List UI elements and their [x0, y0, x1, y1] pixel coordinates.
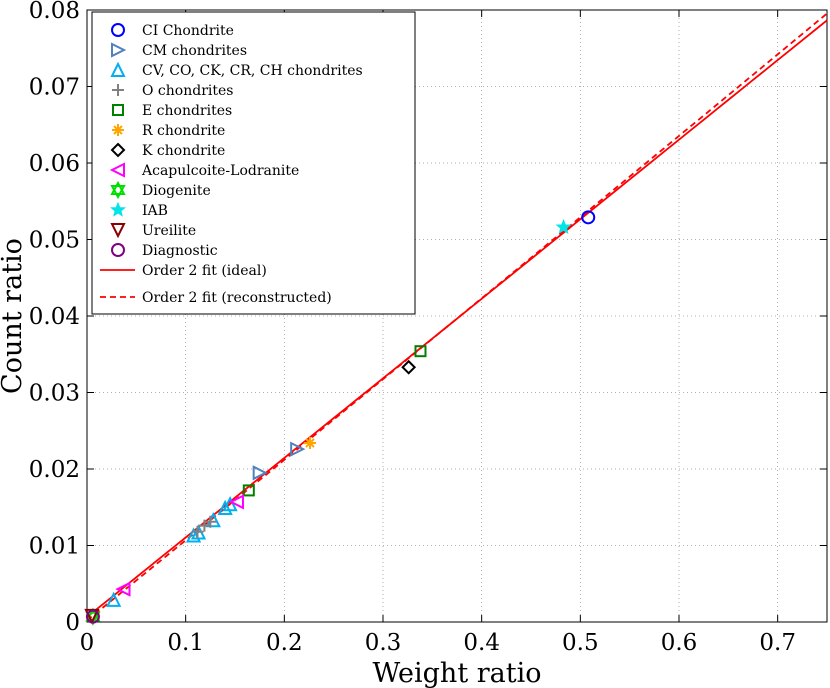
data-point-cv-co-ck-cr-ch-chondrites — [222, 495, 238, 512]
y-axis-label: Count ratio — [0, 238, 28, 394]
legend-box — [91, 11, 416, 315]
data-point-iab — [555, 218, 572, 235]
legend-marker — [110, 61, 126, 77]
data-point-cm-chondrites — [252, 465, 268, 481]
legend-entry-label: CI Chondrite — [142, 23, 234, 39]
legend-marker — [111, 23, 125, 37]
data-point-acapulcoite-lodranite — [228, 494, 244, 510]
data-point-o-chondrites — [204, 515, 217, 528]
data-points — [84, 210, 596, 626]
legend-marker — [112, 104, 124, 116]
data-point-cm-chondrites — [290, 441, 306, 457]
data-point-o-chondrites — [191, 525, 204, 538]
x-tick-label: 0.1 — [167, 630, 204, 656]
legend-entry-label: Order 2 fit (reconstructed) — [142, 290, 332, 306]
legend: CI Chondrite CM chondrites CV, CO, CK, CR,… — [91, 11, 416, 315]
legend-entry-label: K chondrite — [142, 143, 225, 159]
legend-entry-label: E chondrites — [142, 103, 232, 119]
data-point-k-chondrite — [401, 359, 417, 375]
data-point-ci-chondrite — [581, 210, 596, 225]
grid-lines — [87, 10, 827, 622]
x-tick-label: 0.5 — [562, 630, 599, 656]
y-tick-label: 0.04 — [29, 304, 80, 330]
y-tick-label: 0.06 — [29, 151, 80, 177]
x-tick-label: 0.4 — [463, 630, 500, 656]
x-tick-label: 0 — [80, 630, 95, 656]
x-tick-label: 0.3 — [365, 630, 402, 656]
legend-marker — [110, 201, 126, 217]
data-point-e-chondrites — [414, 345, 427, 358]
y-tick-label: 0 — [65, 610, 80, 636]
legend-entry-label: Diagnostic — [142, 243, 218, 259]
legend-marker — [112, 84, 124, 96]
legend-entry-label: CM chondrites — [142, 43, 247, 59]
y-tick-label: 0.02 — [29, 457, 80, 483]
data-point-acapulcoite-lodranite — [115, 581, 131, 597]
legend-marker — [111, 42, 127, 58]
legend-entry-label: Ureilite — [142, 223, 196, 239]
legend-entry-label: Order 2 fit (ideal) — [142, 263, 267, 279]
data-point-r-chondrite — [303, 436, 316, 449]
y-tick-label: 0.01 — [29, 534, 80, 560]
data-point-diagnostic — [85, 609, 100, 624]
legend-marker — [110, 223, 126, 239]
legend-entry-label: Acapulcoite-Lodranite — [141, 163, 299, 179]
y-tick-label: 0.05 — [29, 228, 80, 254]
legend-entry-label: Diogenite — [142, 183, 211, 199]
x-tick-label: 0.6 — [661, 630, 698, 656]
legend-marker — [109, 162, 125, 178]
x-tick-label: 0.7 — [759, 630, 796, 656]
data-point-cv-co-ck-cr-ch-chondrites — [205, 512, 221, 528]
legend-entry-label: R chondrite — [142, 123, 225, 139]
data-point-cv-co-ck-cr-ch-chondrites — [106, 591, 122, 607]
y-tick-label: 0.08 — [29, 0, 80, 24]
y-tick-label: 0.03 — [29, 381, 80, 407]
x-axis-label: Weight ratio — [372, 658, 541, 688]
legend-entry-label: IAB — [142, 203, 168, 219]
legend-marker — [110, 142, 126, 158]
data-point-e-chondrites — [242, 484, 255, 497]
legend-marker — [112, 124, 124, 136]
y-tick-label: 0.07 — [29, 75, 80, 101]
legend-marker — [110, 180, 126, 200]
data-point-cv-co-ck-cr-ch-chondrites — [217, 499, 233, 516]
legend-entry-label: CV, CO, CK, CR, CH chondrites — [142, 63, 363, 79]
axis-ticks: 0 0.1 0.2 0.3 0.4 0.5 0.6 0.7 0 0.01 0.02 0.03 0.04 0… — [29, 0, 827, 656]
legend-entry-label: O chondrites — [142, 83, 233, 99]
legend-marker — [111, 243, 125, 257]
x-tick-label: 0.2 — [266, 630, 303, 656]
